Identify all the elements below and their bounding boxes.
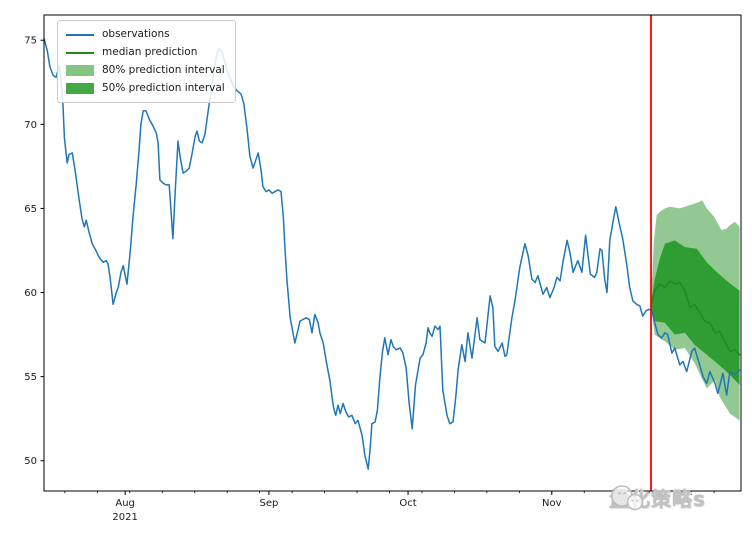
interval-50-patch-swatch: [66, 83, 94, 94]
legend-item-50-interval: 50% prediction interval: [66, 81, 225, 96]
interval-80-patch-swatch: [66, 65, 94, 76]
legend-label-observations: observations: [102, 28, 170, 40]
svg-text:2021: 2021: [112, 512, 137, 523]
legend-label-50-interval: 50% prediction interval: [102, 82, 225, 94]
legend-item-80-interval: 80% prediction interval: [66, 63, 225, 78]
svg-text:70: 70: [24, 120, 37, 131]
svg-text:Aug: Aug: [115, 498, 135, 509]
median-prediction-line-swatch: [66, 51, 94, 54]
svg-text:Sep: Sep: [259, 498, 278, 509]
legend-label-median-prediction: median prediction: [102, 46, 198, 58]
legend-label-80-interval: 80% prediction interval: [102, 64, 225, 76]
svg-text:60: 60: [24, 288, 37, 299]
legend: observations median prediction 80% predi…: [57, 20, 236, 103]
svg-text:50: 50: [24, 456, 37, 467]
svg-text:Nov: Nov: [542, 498, 562, 509]
observations-line-swatch: [66, 33, 94, 36]
svg-text:Oct: Oct: [399, 498, 416, 509]
legend-item-observations: observations: [66, 27, 225, 42]
legend-item-median-prediction: median prediction: [66, 45, 225, 60]
svg-text:75: 75: [24, 36, 37, 47]
svg-text:55: 55: [24, 372, 37, 383]
svg-text:65: 65: [24, 204, 37, 215]
